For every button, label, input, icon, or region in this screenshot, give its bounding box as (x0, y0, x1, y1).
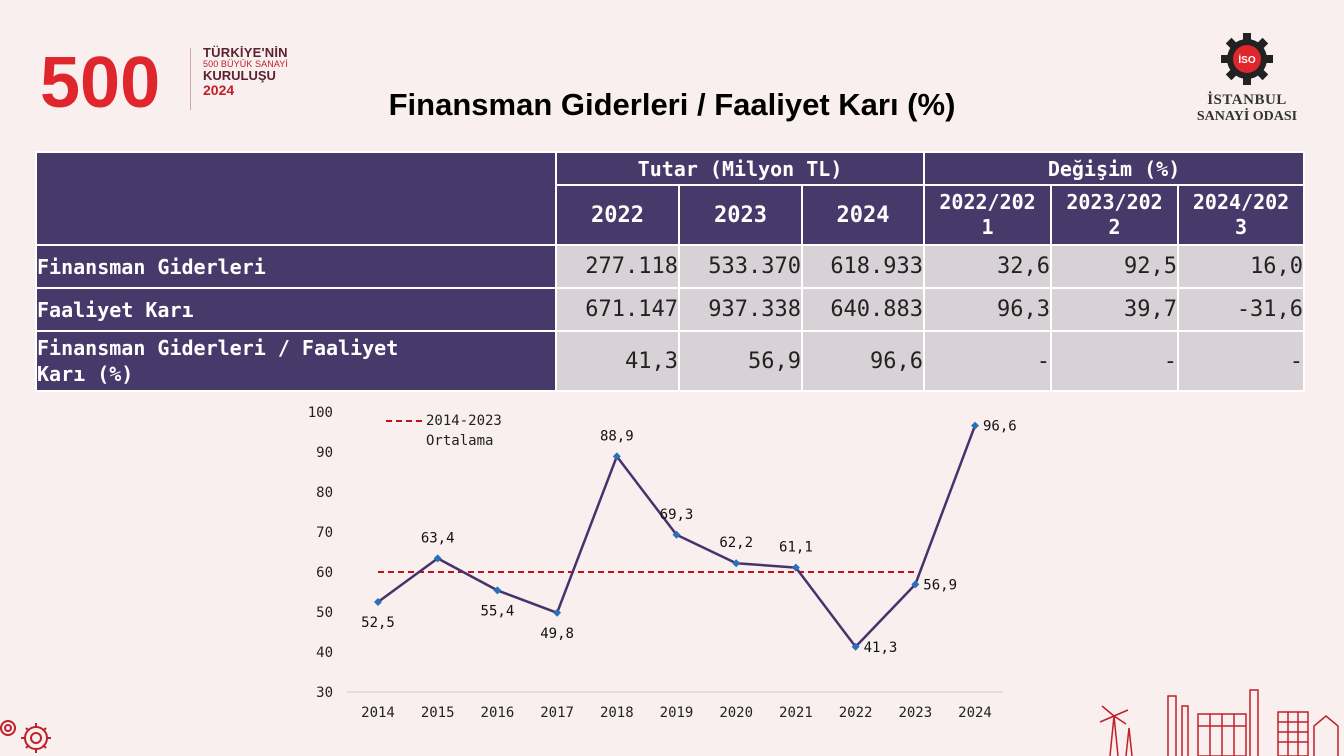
x-tick-label: 2024 (958, 705, 992, 721)
x-tick-label: 2023 (898, 705, 932, 721)
data-point (911, 580, 920, 589)
data-point (374, 598, 382, 606)
table-cell: 96,6 (800, 330, 926, 392)
header-year-2023: 2023 (678, 184, 803, 246)
page-title: Finansman Giderleri / Faaliyet Karı (%) (388, 87, 956, 122)
row-label-finansman: Finansman Giderleri (35, 244, 557, 289)
x-tick-label: 2019 (660, 705, 694, 721)
data-point (553, 608, 562, 617)
header-tutar: Tutar (Milyon TL) (554, 151, 926, 186)
data-label: 55,4 (481, 603, 515, 619)
data-label: 96,6 (983, 419, 1017, 435)
header-degisim: Değişim (%) (923, 151, 1306, 186)
table-cell: 533.370 (678, 244, 803, 289)
iso-name-line-1: İSTANBUL (1207, 92, 1287, 108)
table-cell: 41,3 (555, 330, 680, 392)
x-tick-label: 2022 (839, 705, 873, 721)
table-cell: 937.338 (678, 287, 803, 332)
y-tick-label: 40 (316, 645, 333, 661)
table-cell: 96,3 (923, 287, 1053, 332)
data-label: 62,2 (719, 535, 753, 551)
x-tick-label: 2016 (481, 705, 515, 721)
logo-line-3: KURULUŞU (203, 68, 276, 84)
factory-skyline-icon (1099, 689, 1339, 756)
y-tick-label: 30 (316, 685, 333, 701)
logo-line-1: TÜRKİYE'NİN (203, 45, 288, 60)
logo-divider (190, 48, 191, 110)
table-cell: 618.933 (800, 244, 926, 289)
table-cell: 39,7 (1050, 287, 1180, 332)
y-tick-label: 100 (308, 405, 333, 421)
data-point (493, 586, 502, 595)
table-cell: 56,9 (678, 330, 803, 392)
table-cell: -31,6 (1177, 287, 1306, 332)
table-row: Finansman Giderleri / Faaliyet Karı (%) 4… (35, 330, 1306, 392)
data-point (612, 452, 621, 461)
table-cell: - (923, 330, 1053, 392)
logo-line-4: 2024 (203, 81, 235, 98)
header-change-2023: 2023/202 2 (1050, 184, 1180, 246)
data-point (672, 530, 681, 539)
table-row: Finansman Giderleri 277.118 533.370 618.… (35, 244, 1306, 289)
data-label: 69,3 (660, 507, 694, 523)
data-label: 61,1 (779, 540, 813, 556)
row-label-faaliyet: Faaliyet Karı (35, 287, 557, 332)
header-change-2022: 2022/202 1 (923, 184, 1053, 246)
line-chart: 30 40 50 60 70 80 90 100 2014 2015 2016 2017 2018 201… (300, 400, 1020, 730)
y-tick-label: 80 (316, 485, 333, 501)
data-label: 52,5 (361, 615, 395, 631)
table-header-row-years: 2022 2023 2024 2022/202 1 2023/202 2 2024/… (36, 184, 1306, 246)
gears-decoration-icon (0, 720, 51, 753)
chart-svg: 30 40 50 60 70 80 90 100 2014 2015 2016 2017 2018 201… (308, 405, 1017, 721)
header-year-2022: 2022 (555, 184, 680, 246)
table-cell: - (1050, 330, 1180, 392)
table-cell: 16,0 (1177, 244, 1306, 289)
table-cell: 92,5 (1050, 244, 1180, 289)
data-label: 63,4 (421, 530, 455, 546)
x-tick-label: 2014 (361, 705, 395, 721)
table-cell: 640.883 (800, 287, 926, 332)
svg-text:İSO: İSO (1238, 53, 1255, 66)
table-cell: - (1177, 330, 1306, 392)
y-tick-label: 50 (316, 605, 333, 621)
y-tick-label: 90 (316, 445, 333, 461)
data-point (433, 554, 442, 563)
table-cell: 277.118 (555, 244, 680, 289)
x-tick-label: 2018 (600, 705, 634, 721)
legend-label: 2014-2023 (426, 413, 502, 429)
turkiye-500-logo: 500 (40, 43, 190, 123)
iso-logo: İSO İSTANBUL SANAYİ ODASI (1197, 32, 1297, 125)
x-tick-label: 2017 (540, 705, 574, 721)
row-label-oran: Finansman Giderleri / Faaliyet Karı (%) (35, 330, 557, 392)
logo-line-2: 500 BÜYÜK SANAYİ (203, 58, 288, 69)
y-tick-label: 60 (316, 565, 333, 581)
header-year-2024: 2024 (800, 184, 926, 246)
iso-name-line-2: SANAYİ ODASI (1196, 109, 1298, 125)
table-cell: 32,6 (923, 244, 1053, 289)
data-point (851, 642, 860, 651)
logo-text: TÜRKİYE'NİN 500 BÜYÜK SANAYİ KURULUŞU 20… (203, 46, 288, 97)
table-header-row-groups: Tutar (Milyon TL) Değişim (%) (35, 151, 1306, 246)
x-tick-label: 2020 (719, 705, 753, 721)
svg-text:500: 500 (40, 45, 160, 115)
x-tick-label: 2021 (779, 705, 813, 721)
table-header-empty (35, 151, 557, 246)
x-tick-label: 2015 (421, 705, 455, 721)
data-label: 49,8 (540, 626, 574, 642)
table-row: Faaliyet Karı 671.147 937.338 640.883 96… (35, 287, 1306, 332)
data-point (732, 559, 741, 568)
data-label: 56,9 (923, 577, 957, 593)
data-label: 88,9 (600, 428, 634, 444)
data-label: 41,3 (864, 640, 898, 656)
data-table: Tutar (Milyon TL) Değişim (%) 2022 2023 … (35, 151, 1306, 392)
table-cell: 671.147 (555, 287, 680, 332)
legend-label: Ortalama (426, 433, 493, 449)
data-point (791, 563, 800, 572)
y-tick-label: 70 (316, 525, 333, 541)
data-point (971, 421, 979, 430)
gear-icon: İSO (1221, 33, 1273, 85)
header-change-2024: 2024/202 3 (1177, 184, 1306, 246)
